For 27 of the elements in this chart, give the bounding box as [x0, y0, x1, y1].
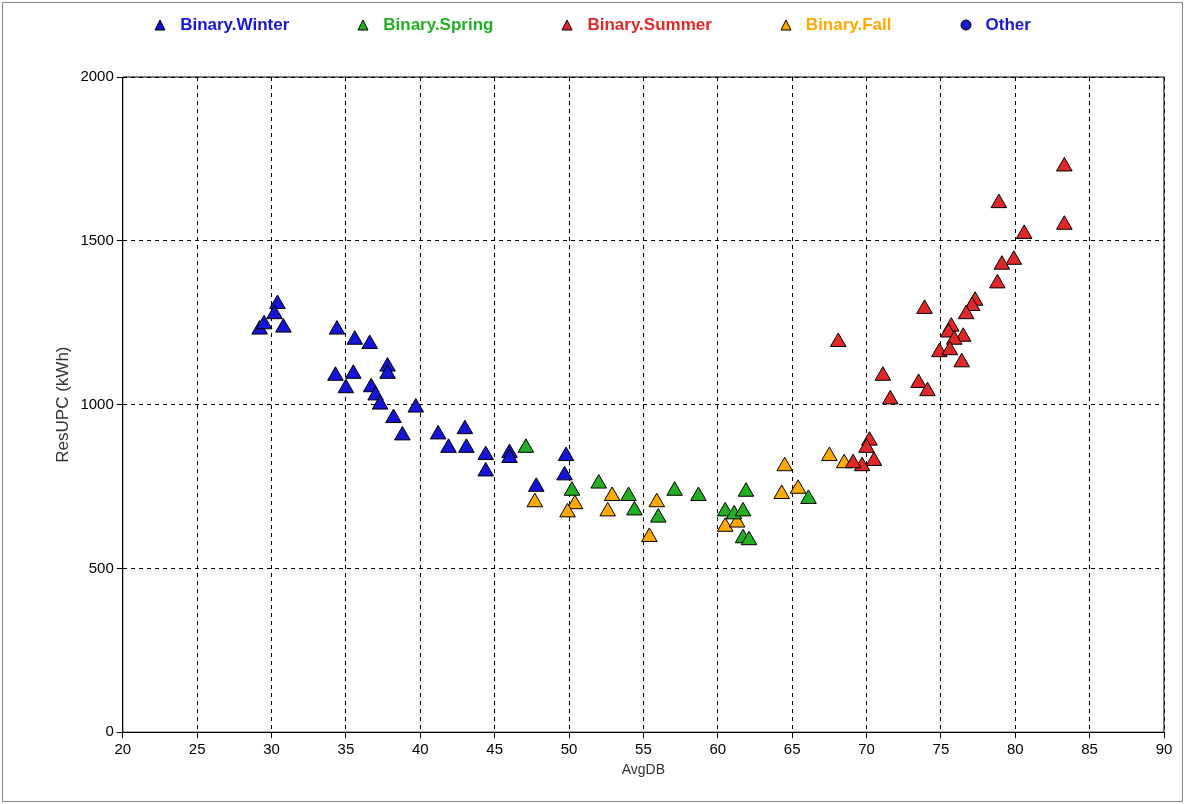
x-axis-title: AvgDB	[621, 761, 666, 778]
legend-label: Other	[985, 15, 1031, 35]
x-tick-label: 70	[858, 740, 875, 758]
x-tick-label: 40	[411, 740, 429, 758]
legend-label: Binary.Winter	[180, 15, 290, 35]
x-tick-label: 45	[486, 740, 503, 758]
x-tick-label: 50	[560, 740, 578, 758]
x-tick-label: 75	[932, 740, 950, 758]
x-tick-label: 85	[1081, 740, 1098, 758]
x-tick-label: 35	[337, 740, 355, 758]
y-tick-label: 2000	[80, 67, 114, 85]
legend-label: Binary.Spring	[383, 15, 494, 35]
x-tick-label: 80	[1006, 740, 1024, 758]
x-tick-label: 30	[263, 740, 280, 758]
y-tick-label: 500	[88, 558, 114, 576]
y-tick-label: 0	[105, 722, 114, 740]
y-tick-label: 1500	[80, 230, 114, 248]
x-tick-label: 55	[635, 740, 652, 758]
y-tick-label: 1000	[80, 394, 114, 412]
x-tick-label: 25	[188, 740, 206, 758]
x-tick-label: 20	[114, 740, 132, 758]
x-tick-label: 90	[1155, 740, 1173, 758]
legend-label: Binary.Fall	[805, 15, 892, 35]
legend-label: Binary.Summer	[587, 15, 712, 35]
x-tick-label: 60	[709, 740, 727, 758]
x-tick-label: 65	[783, 740, 801, 758]
y-axis-title: ResUPC (kWh)	[52, 346, 72, 463]
